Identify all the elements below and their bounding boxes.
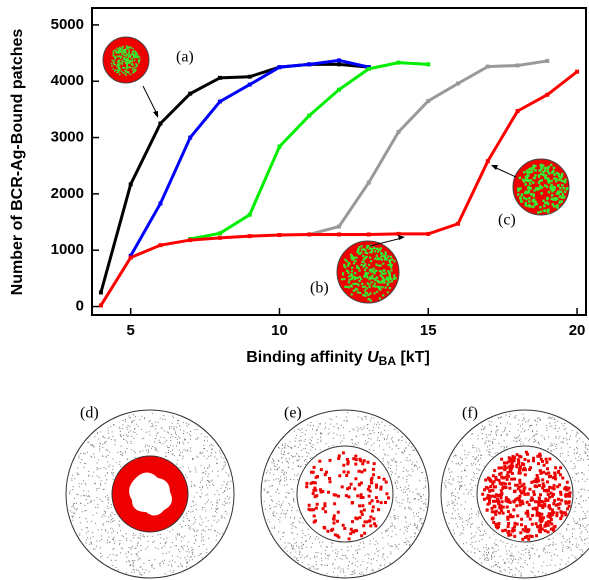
point — [218, 76, 222, 80]
panel-d: (d) — [66, 405, 234, 578]
annotation: (c) — [498, 212, 516, 229]
x-tick-label: 20 — [569, 322, 586, 339]
point — [158, 243, 162, 247]
panel-label: (d) — [80, 405, 99, 422]
x-label-sub: BA — [379, 354, 397, 368]
point — [337, 232, 341, 236]
point — [545, 59, 549, 63]
x-tick-label: 10 — [271, 322, 288, 339]
point — [218, 236, 222, 240]
inset-c: (c) — [491, 159, 569, 229]
page: {"chart_data": { "type": "line", "xlabel… — [0, 0, 589, 580]
point — [188, 92, 192, 96]
panel-e: (e) — [261, 405, 429, 578]
point — [337, 62, 341, 66]
y-tick-label: 4000 — [51, 72, 84, 89]
point — [307, 62, 311, 66]
x-axis-label: Binding affinity UBA [kT] — [246, 349, 430, 368]
x-tick-label: 5 — [127, 322, 135, 339]
point — [486, 159, 490, 163]
point — [397, 61, 401, 65]
panel-label: (f) — [462, 405, 478, 422]
point — [158, 201, 162, 205]
point — [337, 225, 341, 229]
y-tick-label: 1000 — [51, 241, 84, 258]
x-label-text: Binding affinity — [246, 349, 367, 366]
annotation: (b) — [310, 280, 329, 297]
point — [129, 182, 133, 186]
arrow-head — [491, 165, 498, 170]
point — [486, 65, 490, 69]
point — [248, 213, 252, 217]
point — [129, 256, 133, 260]
point — [277, 145, 281, 149]
point — [367, 232, 371, 236]
point — [188, 136, 192, 140]
point — [188, 238, 192, 242]
point — [277, 65, 281, 69]
point — [277, 233, 281, 237]
y-tick-label: 2000 — [51, 185, 84, 202]
point — [426, 62, 430, 66]
point — [248, 234, 252, 238]
point — [307, 232, 311, 236]
point — [248, 75, 252, 79]
series-line — [190, 63, 428, 239]
inset-b: (b) — [310, 235, 405, 303]
point — [248, 83, 252, 87]
point — [545, 93, 549, 97]
point — [367, 67, 371, 71]
point — [516, 63, 520, 67]
point — [516, 109, 520, 113]
point — [99, 290, 103, 294]
point — [337, 58, 341, 62]
point — [99, 303, 103, 307]
point — [218, 100, 222, 104]
panel-f: (f) — [441, 405, 589, 578]
point — [575, 70, 579, 74]
point — [158, 121, 162, 125]
point — [397, 130, 401, 134]
panel-label: (e) — [284, 405, 302, 422]
x-label-var: U — [367, 349, 379, 366]
x-tick-label: 15 — [420, 322, 437, 339]
point — [426, 99, 430, 103]
y-tick-label: 0 — [76, 298, 84, 315]
arrow-head — [398, 235, 405, 240]
point — [456, 81, 460, 85]
point — [426, 232, 430, 236]
annotation: (a) — [176, 49, 194, 66]
point — [307, 114, 311, 118]
arrow-head — [153, 111, 158, 118]
point — [367, 181, 371, 185]
inset-a: (a) — [103, 37, 194, 118]
point — [456, 222, 460, 226]
point — [218, 231, 222, 235]
x-label-unit: [kT] — [396, 349, 430, 366]
arrow — [494, 167, 516, 177]
y-axis-label: Number of BCR-Ag-Bound patches — [9, 29, 26, 296]
series-line — [131, 60, 369, 255]
y-tick-label: 5000 — [51, 16, 84, 33]
y-tick-label: 3000 — [51, 129, 84, 146]
figure: 0 1000 2000 3000 4000 5000 5 10 15 20 Number of B… — [0, 0, 589, 580]
point — [337, 88, 341, 92]
